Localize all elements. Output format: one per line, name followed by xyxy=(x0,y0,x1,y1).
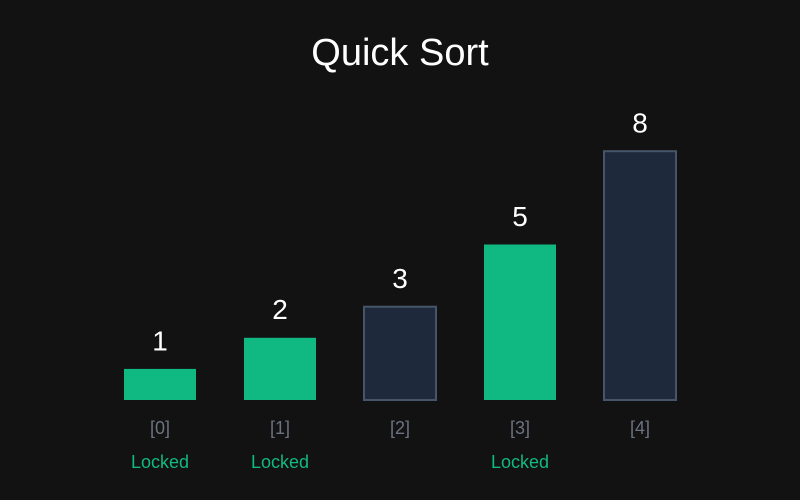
index-label: [2] xyxy=(390,418,410,438)
value-label: 5 xyxy=(512,201,528,232)
value-label: 8 xyxy=(632,108,648,139)
bar xyxy=(484,244,556,400)
value-label: 1 xyxy=(152,325,168,356)
status-label: Locked xyxy=(131,452,189,472)
chart-title: Quick Sort xyxy=(311,32,489,74)
index-label: [0] xyxy=(150,418,170,438)
status-label: Locked xyxy=(251,452,309,472)
value-label: 2 xyxy=(272,294,288,325)
bar xyxy=(244,337,316,400)
value-label: 3 xyxy=(392,263,408,294)
bar xyxy=(124,368,196,400)
index-label: [4] xyxy=(630,418,650,438)
index-label: [3] xyxy=(510,418,530,438)
bar xyxy=(363,305,437,402)
status-label: Locked xyxy=(491,452,549,472)
bar xyxy=(603,150,677,401)
index-label: [1] xyxy=(270,418,290,438)
